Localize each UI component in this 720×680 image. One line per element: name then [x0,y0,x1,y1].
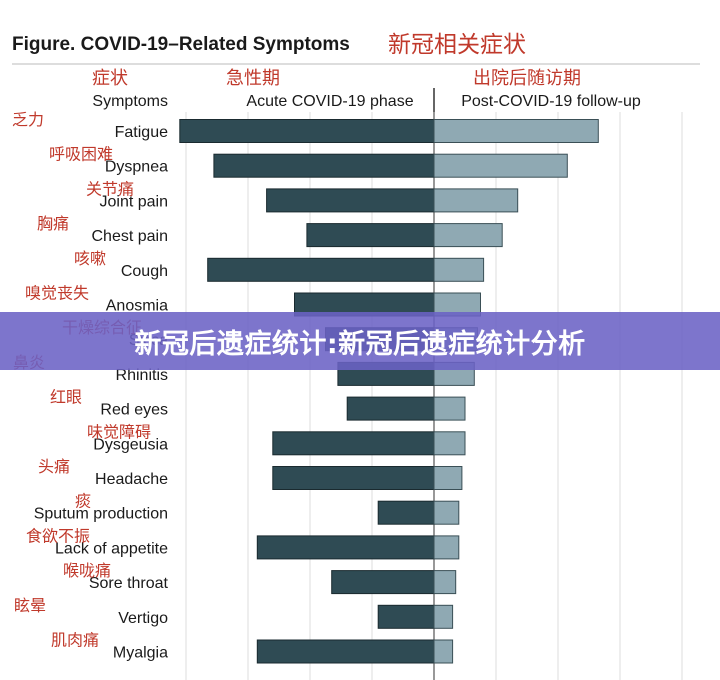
bar-acute [256,535,435,560]
symptom-label-zh: 胸痛 [37,214,69,233]
chart-title: Figure. COVID-19–Related Symptoms [12,34,350,55]
symptom-label-zh: 痰 [75,492,91,511]
bar-post [433,119,599,143]
bar-post [433,604,454,629]
chart-header: Figure. COVID-19–Related Symptoms 新冠相关症状… [12,32,700,112]
bar-acute [256,639,435,664]
bar-post [433,223,503,248]
symptom-label-zh: 乏力 [12,110,44,129]
bar-acute [377,604,435,629]
bar-acute [213,153,435,178]
symptom-label: Rhinitis [116,367,168,384]
bar-post [433,431,466,456]
symptom-label: Dyspnea [105,159,168,176]
symptom-label-zh: 肌肉痛 [51,631,99,650]
chart-title-zh: 新冠相关症状 [388,32,526,58]
bar-post [433,466,463,490]
symptom-label-zh: 关节痛 [86,179,134,198]
symptom-label: Cough [121,263,168,280]
bar-post [433,500,460,525]
bar-post [433,153,568,178]
symptom-label-zh: 咳嗽 [74,249,106,268]
symptom-label-zh: 味觉障碍 [87,422,151,441]
header-post-zh: 出院后随访期 [473,68,581,89]
header-post: Post-COVID-19 follow-up [461,93,641,110]
bar-acute [272,466,435,490]
symptom-label: Vertigo [118,610,168,627]
symptom-label: Dysgeusia [93,436,168,453]
bar-post [433,188,519,213]
symptom-label-zh: 喉咙痛 [63,561,111,580]
bar-acute [272,431,435,456]
bar-post [433,257,485,282]
bars [179,119,599,664]
symptom-label: Joint pain [100,193,169,210]
symptom-label: Lack of appetite [55,540,168,557]
symptom-label: Chest pain [92,228,169,245]
title-banner: 新冠后遗症统计:新冠后遗症统计分析 [0,312,720,370]
header-symptoms-zh: 症状 [92,68,128,89]
symptom-label: Sputum production [34,506,168,523]
symptom-label-zh: 呼吸困难 [49,145,113,164]
header-acute-zh: 急性期 [226,68,280,89]
bar-acute [306,223,435,248]
bar-acute [179,119,435,143]
symptom-label: Fatigue [115,124,168,141]
header-acute: Acute COVID-19 phase [246,93,413,110]
header-symptoms: Symptoms [92,93,168,110]
symptom-label-zh: 头痛 [38,457,70,476]
symptom-label-zh: 眩晕 [14,596,46,615]
bar-acute [377,500,435,525]
bar-post [433,570,457,595]
bar-acute [266,188,435,213]
symptom-label: Sore throat [89,575,169,592]
symptom-label-zh: 嗅觉丧失 [25,284,89,303]
bar-post [433,535,460,560]
symptom-label-zh: 食欲不振 [26,526,90,545]
symptom-label: Red eyes [100,402,168,419]
symptom-label-zh: 红眼 [50,388,82,407]
symptom-label: Myalgia [113,645,168,662]
bar-acute [331,570,435,595]
bar-acute [346,396,435,421]
bar-post [433,639,454,664]
symptom-label: Headache [95,471,168,488]
bar-acute [207,257,435,282]
bar-post [433,396,466,421]
symptom-label: Anosmia [106,298,168,315]
